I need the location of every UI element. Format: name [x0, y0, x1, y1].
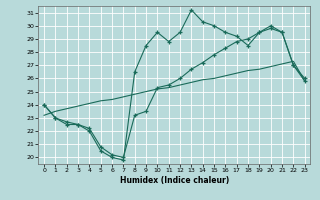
X-axis label: Humidex (Indice chaleur): Humidex (Indice chaleur): [120, 176, 229, 185]
